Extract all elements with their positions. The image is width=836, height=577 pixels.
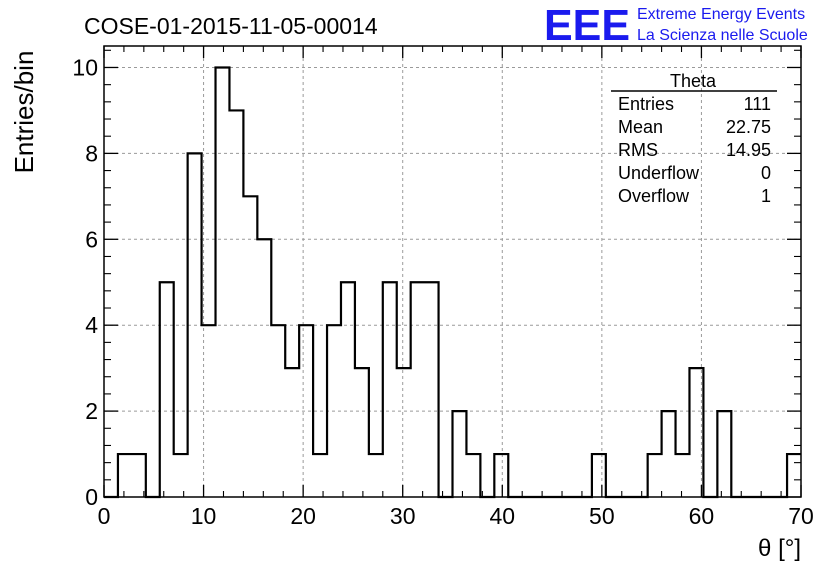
histogram-bin bbox=[132, 454, 146, 497]
histogram-bin bbox=[592, 454, 606, 497]
histogram-bin bbox=[341, 282, 355, 497]
x-tick-label: 0 bbox=[98, 503, 111, 529]
stats-row-label: Mean bbox=[618, 117, 663, 137]
histogram-bin bbox=[229, 110, 243, 497]
x-tick-label: 60 bbox=[689, 503, 715, 529]
histogram-bin bbox=[355, 368, 369, 497]
histogram-bin bbox=[411, 282, 425, 497]
histogram-bin bbox=[397, 368, 411, 497]
histogram-bin bbox=[453, 411, 467, 497]
histogram-bin bbox=[299, 325, 313, 497]
logo-line-1: Extreme Energy Events bbox=[637, 6, 805, 23]
x-tick-label: 70 bbox=[788, 503, 814, 529]
histogram-bin bbox=[174, 454, 188, 497]
stats-row-value: 14.95 bbox=[726, 140, 771, 160]
y-axis-label: Entries/bin bbox=[9, 51, 39, 174]
stats-box: Theta Entries 111 Mean 22.75 RMS 14.95 Underfl… bbox=[611, 71, 777, 206]
logo-line-2: La Scienza nelle Scuole bbox=[637, 27, 808, 44]
y-tick-label: 2 bbox=[85, 398, 98, 424]
histogram-bin bbox=[285, 368, 299, 497]
y-tick-label: 8 bbox=[85, 140, 98, 166]
histogram-line bbox=[104, 66, 801, 499]
histogram-bin bbox=[676, 454, 690, 497]
y-tick-label: 10 bbox=[72, 54, 98, 80]
x-tick-label: 30 bbox=[390, 503, 416, 529]
plot-frame bbox=[103, 45, 802, 498]
eee-logo: EEE Extreme Energy Events La Scienza nel… bbox=[544, 1, 808, 50]
stats-row-value: 1 bbox=[761, 186, 771, 206]
stats-row-value: 0 bbox=[761, 163, 771, 183]
stats-box-title: Theta bbox=[670, 71, 717, 91]
stats-row-label: Overflow bbox=[618, 186, 690, 206]
logo-mark: EEE bbox=[544, 1, 630, 50]
histogram-bin bbox=[466, 454, 480, 497]
histogram-bin bbox=[118, 454, 132, 497]
tick-layer bbox=[103, 46, 802, 498]
y-tick-label: 6 bbox=[85, 226, 98, 252]
histogram-bin bbox=[787, 454, 801, 497]
histogram-bin bbox=[717, 411, 731, 497]
histogram-bin bbox=[160, 282, 174, 497]
x-tick-label: 50 bbox=[589, 503, 615, 529]
y-tick-label: 0 bbox=[85, 484, 98, 510]
histogram-bin bbox=[494, 454, 508, 497]
stats-row-value: 22.75 bbox=[726, 117, 771, 137]
histogram-bin bbox=[383, 282, 397, 497]
histogram-bin bbox=[257, 239, 271, 497]
histogram-bin bbox=[369, 454, 383, 497]
x-tick-label: 40 bbox=[489, 503, 515, 529]
stats-row-label: Underflow bbox=[618, 163, 700, 183]
histogram-bin bbox=[662, 411, 676, 497]
histogram-bin bbox=[243, 196, 257, 497]
histogram-bin bbox=[425, 282, 439, 497]
stats-row-label: Entries bbox=[618, 94, 674, 114]
histogram-layer bbox=[104, 66, 801, 499]
x-tick-label: 20 bbox=[290, 503, 316, 529]
x-tick-label: 10 bbox=[191, 503, 217, 529]
histogram-bin bbox=[648, 454, 662, 497]
stats-rows: Entries 111 Mean 22.75 RMS 14.95 Underflow 0 Ove… bbox=[618, 94, 771, 206]
histogram-bin bbox=[216, 67, 230, 497]
y-tick-label: 4 bbox=[85, 312, 98, 338]
x-axis-label: θ [°] bbox=[758, 535, 801, 562]
chart-title: COSE-01-2015-11-05-00014 bbox=[84, 13, 378, 39]
stats-row-label: RMS bbox=[618, 140, 658, 160]
stats-row-value: 111 bbox=[744, 94, 771, 114]
histogram-bin bbox=[313, 454, 327, 497]
